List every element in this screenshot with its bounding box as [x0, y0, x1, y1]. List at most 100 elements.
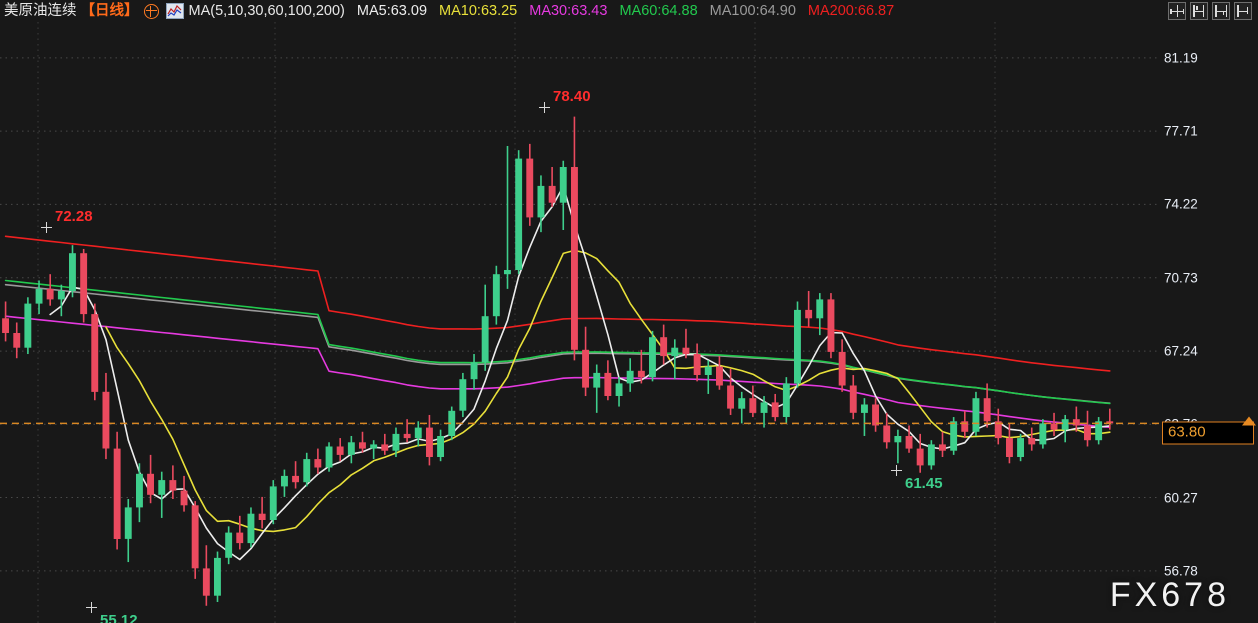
candlestick-svg	[0, 22, 1160, 623]
candle-body	[615, 383, 623, 396]
symbol-name[interactable]: 美原油连续	[4, 2, 77, 19]
ma-definition: MA(5,10,30,60,100,200)	[188, 2, 345, 19]
candle-body	[13, 333, 21, 348]
candle-body	[414, 427, 422, 439]
candle-body	[481, 316, 489, 363]
candle-body	[426, 427, 433, 457]
candle-body	[682, 347, 690, 354]
candle-body	[370, 444, 378, 449]
candle-body	[849, 385, 857, 413]
moving-average-lines	[4, 185, 1111, 561]
axis-label: 70.73	[1164, 270, 1198, 286]
candle-body	[671, 347, 679, 357]
annotation-cross-marker	[41, 222, 52, 233]
ma-line-ma100	[4, 283, 1111, 404]
candle-body	[492, 274, 500, 317]
align-right-icon[interactable]	[1212, 2, 1230, 20]
candle-body	[314, 459, 322, 468]
candle-body	[169, 480, 177, 491]
candle-body	[961, 421, 969, 432]
candle-body	[771, 402, 779, 418]
candle-body	[515, 158, 523, 270]
candle-body	[236, 532, 244, 544]
candle-body	[905, 436, 913, 449]
axis-label: 81.19	[1164, 50, 1198, 66]
candle-body	[916, 448, 924, 466]
candle-body	[883, 425, 891, 443]
last-price-tag[interactable]: 63.80	[1162, 421, 1254, 445]
candle-body	[805, 309, 813, 319]
ma-line-ma10	[105, 249, 1111, 533]
candle-body	[861, 404, 868, 413]
chart-header: 美原油连续 【日线】 MA(5,10,30,60,100,200) MA5:63…	[0, 0, 1258, 22]
candle-body	[91, 314, 99, 392]
ma60-value: MA60:64.88	[619, 3, 698, 19]
crosshair-move-icon[interactable]	[1168, 2, 1186, 20]
candle-body	[147, 473, 154, 495]
candle-body	[749, 398, 757, 413]
candle-body	[470, 362, 478, 380]
watermark: FX678	[1109, 576, 1230, 614]
ma-line-ma5	[49, 185, 1111, 561]
circle-plus-icon[interactable]	[143, 3, 159, 19]
candle-body	[381, 444, 389, 451]
candles	[2, 116, 1114, 606]
annotation-cross-marker	[891, 465, 902, 476]
candle-body	[2, 318, 9, 333]
ma10-value: MA10:63.25	[439, 3, 518, 19]
candle-body	[894, 436, 902, 443]
last-price-arrow-icon	[1242, 416, 1256, 426]
candle-body	[1017, 438, 1024, 457]
candle-body	[281, 475, 288, 487]
candle-body	[1106, 421, 1114, 424]
axis-label: 67.24	[1164, 343, 1198, 359]
candle-body	[46, 288, 54, 300]
candle-body	[504, 270, 511, 275]
candle-body	[191, 505, 199, 569]
price-chart-canvas[interactable]: 72.28 78.40 55.12 61.45	[0, 22, 1160, 623]
candle-body	[180, 490, 188, 506]
candle-body	[1061, 419, 1069, 430]
candle-body	[738, 398, 746, 409]
candle-body	[571, 167, 578, 350]
chart-toolbar	[1168, 2, 1252, 20]
candle-body	[359, 442, 366, 449]
candle-body	[1039, 423, 1047, 445]
ma-line-ma30	[4, 315, 1111, 429]
annotation-cross-marker	[86, 602, 97, 613]
candle-body	[1050, 423, 1058, 430]
mini-chart-icon[interactable]	[165, 3, 184, 19]
period-label[interactable]: 【日线】	[80, 2, 139, 19]
candle-body	[269, 486, 277, 520]
candle-body	[760, 402, 768, 413]
align-left-icon[interactable]	[1190, 2, 1208, 20]
candle-body	[794, 309, 801, 384]
annotation-cross-marker	[539, 102, 550, 113]
candle-body	[35, 288, 43, 304]
candle-body	[927, 444, 935, 466]
axis-label: 60.27	[1164, 490, 1198, 506]
axis-label: 56.78	[1164, 563, 1198, 579]
candle-body	[994, 421, 1002, 439]
candle-body	[1095, 421, 1103, 441]
ma-line-ma200	[4, 235, 1111, 372]
shift-right-icon[interactable]	[1234, 2, 1252, 20]
grid-lines	[0, 22, 1160, 623]
candle-body	[626, 370, 634, 384]
price-axis[interactable]: 81.1977.7174.2270.7367.2463.7660.2756.78…	[1160, 22, 1258, 623]
candle-body	[292, 475, 299, 483]
annotation-high-1: 78.40	[553, 88, 591, 105]
candle-body	[325, 446, 333, 468]
candle-body	[582, 349, 589, 388]
candle-body	[403, 433, 411, 439]
candle-body	[649, 337, 656, 378]
candle-body	[225, 532, 233, 558]
candle-body	[24, 303, 32, 348]
candle-body	[782, 383, 790, 417]
candle-body	[548, 185, 556, 203]
candle-body	[247, 513, 255, 544]
annotation-high-0: 72.28	[55, 208, 93, 225]
candle-body	[158, 480, 166, 495]
ma100-value: MA100:64.90	[709, 3, 796, 19]
